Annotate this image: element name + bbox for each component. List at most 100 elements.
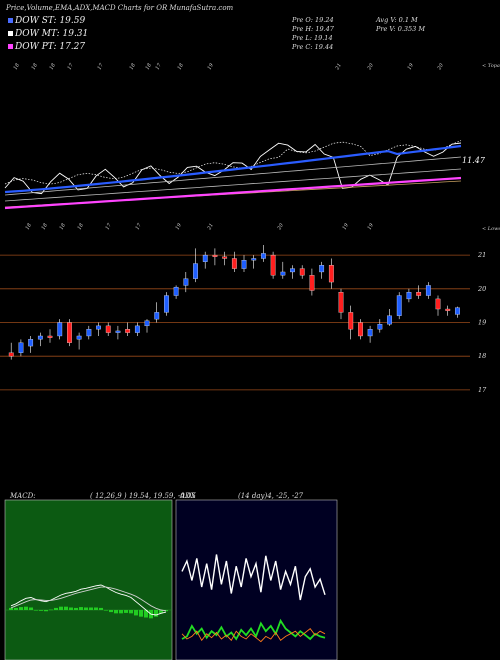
ema-bottom-date: 17 xyxy=(135,222,144,231)
price-tick-label: 19 xyxy=(478,319,486,327)
candle-body xyxy=(86,329,92,337)
macd-histogram-bar xyxy=(44,610,48,612)
ema-top-date: 18 xyxy=(31,62,39,71)
ema-price-tag: 11.47 xyxy=(462,156,486,165)
macd-histogram-bar xyxy=(84,607,88,610)
ohlc-open: Pre O: 19.24 xyxy=(292,16,334,24)
macd-histogram-bar xyxy=(9,607,13,610)
candle-body xyxy=(67,322,72,343)
candle-body xyxy=(270,254,276,276)
candle-body xyxy=(76,335,82,340)
macd-histogram-bar xyxy=(154,610,158,617)
ema-panel: < Topa< Lowes181818171718181718192120192… xyxy=(4,62,500,232)
candle-body xyxy=(396,295,402,316)
candle-body xyxy=(241,260,247,269)
st-swatch xyxy=(8,18,13,23)
ema-top-date: 21 xyxy=(334,62,343,71)
ema-bottom-date: 18 xyxy=(77,222,85,231)
macd-histogram-bar xyxy=(119,610,123,614)
macd-label: MACD: xyxy=(10,492,36,500)
candle-body xyxy=(8,352,14,357)
price-tick-label: 18 xyxy=(478,352,486,360)
candle-body xyxy=(309,275,315,291)
dow-mt-label: DOW MT: 19.31 xyxy=(8,29,88,39)
candle-body xyxy=(164,295,169,313)
macd-signal-line xyxy=(10,586,167,612)
candle-body xyxy=(37,335,43,340)
candle-body xyxy=(193,263,198,279)
avg-volume: Avg V: 0.1 M xyxy=(376,16,418,24)
ema-top-date: 18 xyxy=(145,62,153,71)
candle-body xyxy=(445,308,451,311)
ema-bottom-date: 20 xyxy=(276,222,285,232)
candle-body xyxy=(377,324,383,330)
dow-st-label: DOW ST: 19.59 xyxy=(8,16,85,26)
ema-top-date: 20 xyxy=(436,62,445,72)
macd-histogram-bar xyxy=(134,610,138,616)
ema-top-date: 18 xyxy=(49,62,57,71)
dow-pt-label: DOW PT: 17.27 xyxy=(8,42,85,52)
ema-bottom-label: < Lowes xyxy=(482,226,500,232)
macd-histogram-bar xyxy=(94,607,98,610)
candle-body xyxy=(261,253,266,259)
macd-panel xyxy=(4,499,173,660)
macd-histogram-bar xyxy=(89,607,93,610)
macd-histogram-bar xyxy=(159,610,163,614)
candle-body xyxy=(173,286,179,296)
macd-histogram-bar xyxy=(14,607,18,610)
macd-histogram-bar xyxy=(59,606,63,610)
ema-blue-line xyxy=(4,144,462,194)
mt-swatch xyxy=(8,31,13,36)
ohlc-high: Pre H: 19.47 xyxy=(292,25,334,33)
macd-histogram-bar xyxy=(74,607,78,610)
candle-body xyxy=(28,339,34,347)
ema-top-date: 18 xyxy=(177,62,185,71)
ema-top-date: 17 xyxy=(97,62,106,71)
adx-params: (14 day)4, -25, -27 xyxy=(238,492,304,500)
candle-body xyxy=(222,256,228,259)
candle-body xyxy=(96,325,101,330)
candle-body xyxy=(358,322,363,337)
ema-grey-line xyxy=(4,168,462,202)
candle-body xyxy=(154,312,160,320)
ema-top-date: 20 xyxy=(366,62,375,72)
ema-bottom-date: 19 xyxy=(175,222,184,231)
ema-bottom-date: 19 xyxy=(367,222,376,231)
ema-dotted-line xyxy=(4,140,462,185)
ema-top-label: < Topa xyxy=(482,63,500,69)
candle-body xyxy=(212,254,218,257)
macd-histogram-bar xyxy=(19,607,23,610)
macd-params: ( 12,26,9 ) 19.54, 19.59, -0.05 xyxy=(90,492,196,500)
candle-body xyxy=(319,265,325,273)
adx-label: ADX xyxy=(180,492,196,500)
pre-volume: Pre V: 0.353 M xyxy=(376,25,426,33)
ema-bottom-date: 18 xyxy=(25,222,33,231)
pt-swatch xyxy=(8,44,13,49)
macd-histogram-bar xyxy=(104,610,108,611)
macd-histogram-bar xyxy=(39,610,43,611)
candle-body xyxy=(18,342,24,353)
macd-histogram-bar xyxy=(139,610,143,617)
ema-top-date: 17 xyxy=(155,62,164,71)
candle-body xyxy=(125,329,131,333)
ema-top-date: 17 xyxy=(67,62,76,71)
ema-grey-line xyxy=(4,156,462,196)
candle-body xyxy=(367,329,373,337)
candle-body xyxy=(435,298,441,310)
price-tick-label: 17 xyxy=(478,386,487,394)
price-tick-label: 20 xyxy=(477,285,486,293)
candle-body xyxy=(406,292,412,300)
candle-body xyxy=(425,285,431,296)
macd-histogram-bar xyxy=(99,607,103,610)
macd-background xyxy=(4,499,173,660)
candle-body xyxy=(348,312,354,330)
candle-body xyxy=(416,292,422,296)
candle-body xyxy=(251,258,257,261)
ema-top-date: 19 xyxy=(407,62,416,71)
adx-panel xyxy=(175,499,338,660)
ema-bottom-date: 21 xyxy=(206,222,215,231)
macd-histogram-bar xyxy=(69,607,73,610)
macd-histogram-bar xyxy=(24,606,28,610)
candle-body xyxy=(134,325,140,333)
